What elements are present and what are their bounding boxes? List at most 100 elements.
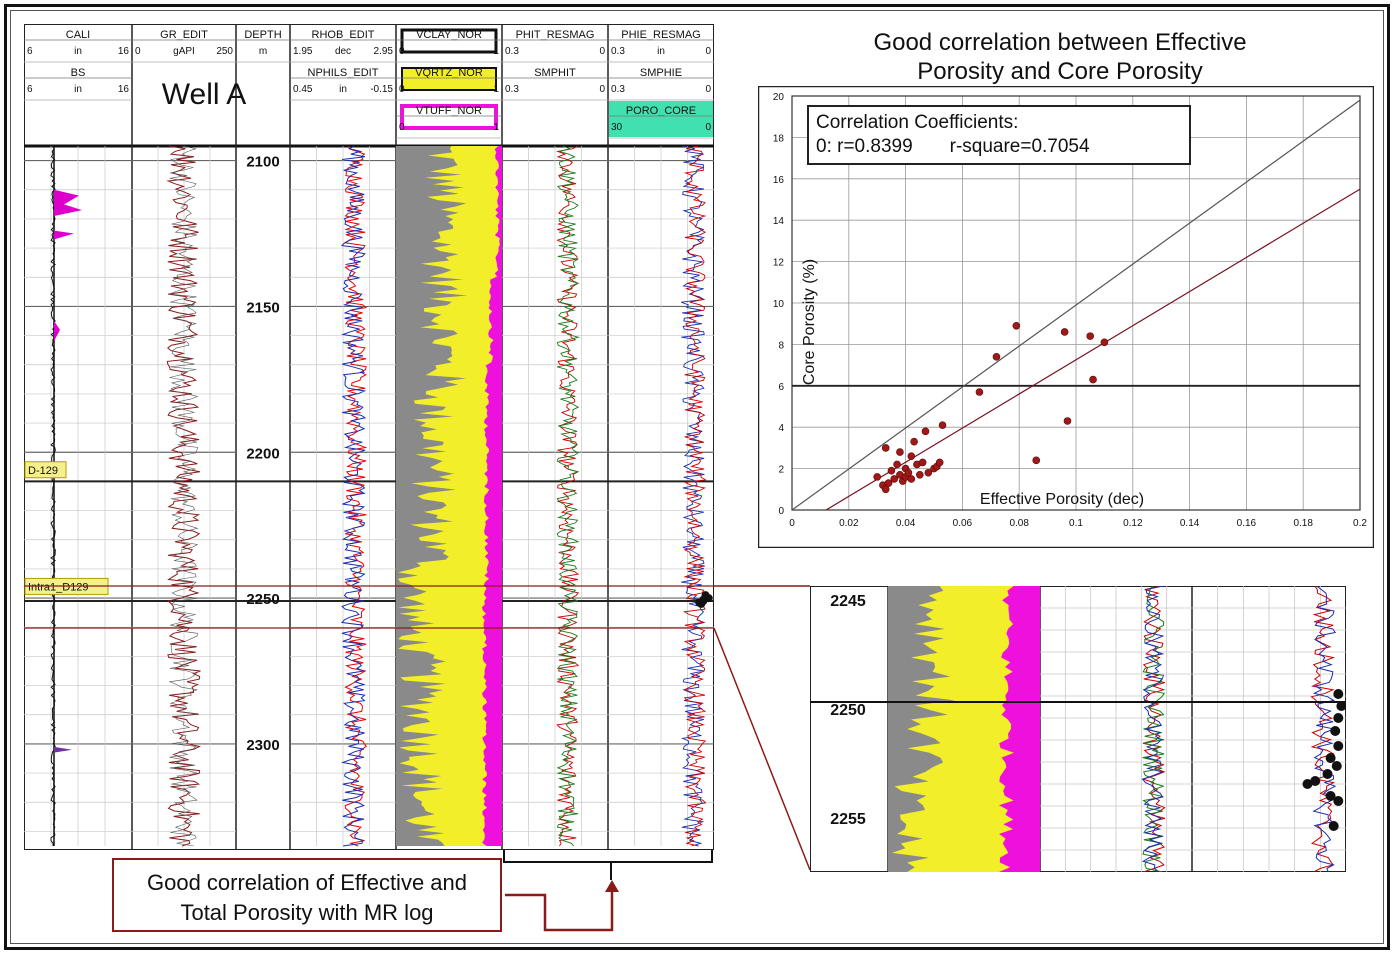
curve-min: 1.95 bbox=[293, 46, 313, 57]
zoom-core-point bbox=[1331, 761, 1342, 771]
lith-legend-vqrtz_nor bbox=[401, 67, 497, 91]
curve-max: 0 bbox=[705, 46, 711, 57]
curve-max: -0.15 bbox=[370, 84, 393, 95]
curve-name: PHIE_RESMAG bbox=[621, 29, 700, 41]
curve-min: 0 bbox=[399, 84, 405, 95]
curve-max: 0 bbox=[705, 84, 711, 95]
data-point bbox=[904, 468, 913, 477]
crossplot-points bbox=[873, 321, 1109, 494]
y-tick-label: 18 bbox=[773, 133, 785, 144]
y-tick-label: 16 bbox=[773, 175, 785, 186]
smphie-curve bbox=[683, 145, 707, 847]
data-point bbox=[1032, 456, 1041, 465]
callout-line-1: Good correlation of Effective and bbox=[146, 870, 467, 895]
x-tick-label: 0.18 bbox=[1293, 518, 1313, 529]
caliper-washout bbox=[54, 321, 60, 342]
zoom-core-point bbox=[1333, 689, 1344, 699]
zoom-core-point bbox=[1333, 713, 1344, 723]
data-point bbox=[881, 444, 890, 452]
y-tick-label: 4 bbox=[778, 423, 784, 434]
curve-name: VTUFF_NOR bbox=[416, 105, 482, 117]
curve-max: 2.95 bbox=[374, 46, 394, 57]
marker-label: D-129 bbox=[28, 465, 58, 477]
curve-name: NPHILS_EDIT bbox=[308, 67, 379, 79]
curve-max: 1 bbox=[493, 122, 499, 133]
zoom-core-point bbox=[1302, 779, 1313, 789]
curve-max: 16 bbox=[118, 46, 130, 57]
caliper-washout bbox=[54, 189, 82, 216]
crossplot-ticks: 0 0.02 0.04 0.06 0.08 0.1 0.12 0.14 0.16 0.18 0.2 0… bbox=[773, 92, 1368, 529]
curve-name: GR_EDIT bbox=[160, 29, 208, 41]
gr-curve bbox=[166, 145, 202, 847]
inner-frame bbox=[10, 10, 1384, 944]
zoom-core-point bbox=[1336, 701, 1346, 711]
curve-min: 30 bbox=[611, 122, 623, 133]
data-point bbox=[873, 473, 881, 481]
core-point bbox=[695, 598, 704, 607]
data-point bbox=[1086, 332, 1095, 340]
curve-min: 6 bbox=[27, 84, 33, 95]
data-point bbox=[1089, 375, 1097, 384]
crossplot-title-line-2: Porosity and Core Porosity bbox=[917, 58, 1203, 85]
curve-min: 0.3 bbox=[505, 84, 519, 95]
data-point bbox=[1012, 321, 1021, 330]
zoom-quartz-fill bbox=[888, 586, 1014, 872]
curve-name: SMPHIT bbox=[534, 67, 576, 79]
zoom-core-point bbox=[1333, 741, 1344, 751]
depth-label: 2300 bbox=[246, 737, 279, 754]
zoom-body: 2245 2250 2255 bbox=[810, 586, 1346, 872]
curve-max: 16 bbox=[118, 84, 130, 95]
curve-max: 1 bbox=[493, 84, 499, 95]
curve-unit: in bbox=[339, 84, 347, 95]
curve-name: VQRTZ_NOR bbox=[415, 67, 483, 79]
zoom-core-point bbox=[1322, 769, 1333, 779]
depth-label: 2150 bbox=[246, 299, 279, 316]
plot-area bbox=[791, 95, 1361, 511]
data-point bbox=[921, 427, 930, 436]
x-tick-label: 0.02 bbox=[839, 518, 859, 529]
regression-line bbox=[825, 188, 1361, 511]
data-point bbox=[1060, 328, 1069, 336]
callout-line-2: Total Porosity with MR log bbox=[180, 900, 434, 925]
zoom-core-point bbox=[1325, 791, 1336, 801]
curve-max: 0 bbox=[599, 84, 605, 95]
curve-unit: m bbox=[259, 46, 267, 57]
data-point bbox=[893, 460, 901, 469]
curve-max: 0 bbox=[599, 46, 605, 57]
crossplot-chart: 0 0.02 0.04 0.06 0.08 0.1 0.12 0.14 0.16 0.18 0.2 0… bbox=[758, 86, 1374, 548]
marker-label: Intra1_D129 bbox=[28, 581, 89, 593]
curve-name: PHIT_RESMAG bbox=[516, 29, 595, 41]
data-point bbox=[938, 421, 947, 429]
curve-unit: in bbox=[74, 84, 82, 95]
caliper-washout bbox=[54, 746, 72, 753]
zoom-core-point bbox=[1330, 726, 1341, 736]
x-tick-label: 0.12 bbox=[1123, 518, 1143, 529]
curve-max: 1 bbox=[493, 46, 499, 57]
curve-max: 250 bbox=[216, 46, 233, 57]
data-point bbox=[890, 475, 899, 483]
stats-box bbox=[807, 105, 1191, 165]
depth-label: 2250 bbox=[246, 591, 279, 608]
curve-name: RHOB_EDIT bbox=[312, 29, 375, 41]
poro-core-header bbox=[609, 101, 713, 137]
depth-label: 2100 bbox=[246, 154, 279, 171]
data-point bbox=[1063, 417, 1072, 425]
data-point bbox=[924, 468, 933, 477]
data-point bbox=[884, 479, 893, 487]
y-tick-label: 10 bbox=[773, 299, 785, 310]
zoom-clay-fill bbox=[888, 586, 956, 872]
data-point bbox=[992, 353, 1001, 361]
smphit-curve bbox=[556, 145, 581, 847]
crossplot-title: Good correlation between Effective Poros… bbox=[820, 28, 1300, 86]
one-to-one-line bbox=[791, 99, 1361, 511]
x-tick-label: 0.1 bbox=[1069, 518, 1083, 529]
data-point bbox=[887, 466, 896, 475]
zoom-depth-label: 2250 bbox=[830, 702, 866, 719]
x-tick-label: 0.14 bbox=[1180, 518, 1200, 529]
clay-fill bbox=[396, 146, 468, 846]
data-point bbox=[918, 458, 927, 467]
x-tick-label: 0.04 bbox=[896, 518, 916, 529]
data-point bbox=[896, 448, 904, 456]
curve-min: 0.3 bbox=[611, 84, 625, 95]
